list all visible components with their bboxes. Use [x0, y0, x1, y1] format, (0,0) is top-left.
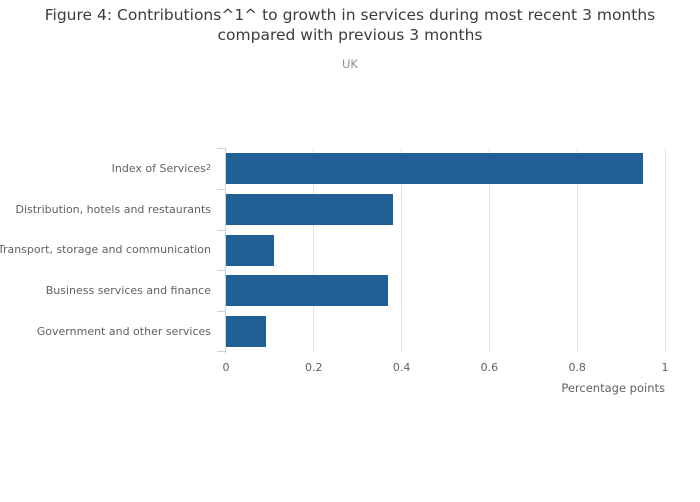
category-label-text: Business services and finance	[45, 284, 211, 298]
chart-subtitle: UK	[342, 57, 358, 71]
bar	[226, 275, 389, 307]
gridline	[401, 148, 403, 352]
gridline	[313, 148, 315, 352]
category-label: Transport, storage and communication	[0, 230, 211, 271]
category-label: Government and other services	[0, 311, 211, 352]
y-axis-tick	[217, 148, 225, 149]
y-axis-tick	[217, 311, 225, 313]
x-tick-label: 0	[222, 361, 230, 374]
plot-area: Index of Services 2 Distribution, hotels a…	[0, 148, 669, 374]
x-tick-label: 0.2	[305, 361, 323, 374]
bar	[226, 153, 644, 184]
gridline	[576, 148, 578, 352]
bar	[226, 316, 266, 348]
chart-title: Figure 4: Contributions^1^ to growth in …	[44, 6, 656, 44]
category-label-text: Government and other services	[36, 325, 211, 339]
category-label: Distribution, hotels and restaurants	[0, 189, 211, 230]
category-label-text: Transport, storage and communication	[0, 243, 211, 257]
category-label-text: Index of Services	[111, 161, 206, 175]
y-axis-tick	[217, 229, 225, 231]
y-axis-tick	[217, 270, 225, 272]
x-tick-label: 0.8	[568, 361, 586, 374]
bar	[226, 193, 393, 225]
x-tick-label: 1	[661, 361, 669, 374]
y-axis-tick	[217, 351, 225, 352]
bar	[226, 234, 275, 266]
gridline	[664, 148, 666, 352]
y-axis-line	[225, 148, 226, 355]
gridline	[488, 148, 490, 352]
x-axis-title: Percentage points	[561, 381, 665, 395]
category-label: Index of Services 2	[111, 161, 211, 175]
x-tick-label: 0.4	[392, 361, 411, 374]
x-tick-label: 0.6	[480, 361, 499, 374]
y-axis-tick	[217, 188, 225, 190]
category-label: Business services and finance	[0, 270, 211, 311]
category-label-text: Distribution, hotels and restaurants	[15, 202, 211, 216]
